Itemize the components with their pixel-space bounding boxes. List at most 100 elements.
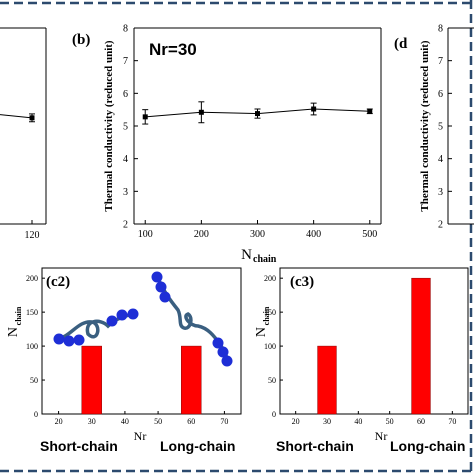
panel-b-annotation: Nr=30: [149, 40, 197, 59]
panel-b: (b) Nr=30 Thermal conductivity (reduced …: [72, 24, 382, 241]
panel-b-point: [367, 108, 373, 114]
panel-c2-ylabel-n: N: [6, 327, 21, 337]
panel-d-label: (d: [394, 36, 408, 52]
panel-a: 120: [0, 27, 47, 241]
panel-c2-y-tick-label: 100: [26, 342, 38, 351]
long-chain-bead: [155, 281, 167, 293]
panel-c3-x-tick-label: 60: [417, 417, 425, 426]
short-chain-bead: [127, 308, 139, 320]
panel-b-y-tick-label: 5: [123, 122, 128, 133]
panel-c2-caption-short: Short-chain: [40, 438, 118, 454]
long-chain-bead: [159, 291, 171, 303]
panel-c3-x-tick-label: 50: [386, 417, 394, 426]
xlabel-chain-subscript: chain: [253, 254, 277, 265]
panel-c3-y-tick-label: 50: [268, 376, 276, 385]
panel-c3-y-tick-label: 150: [264, 308, 276, 317]
panel-c3-x-tick-label: 30: [323, 417, 331, 426]
panel-b-y-tick-label: 8: [123, 24, 128, 35]
panel-c3-y-tick-label: 200: [264, 274, 276, 283]
panel-c2-label: (c2): [46, 274, 70, 290]
panel-b-x-tick-label: 200: [194, 229, 209, 240]
panel-c2: 20 30 40 50 60 70 0 50 100 150 200 (c2) N chain Nr…: [6, 267, 242, 454]
panel-b-ticks: 100 200 300 400 500 2 3 4 5 6 7 8: [123, 24, 377, 241]
panel-c3-caption-long: Long-chain: [390, 438, 465, 454]
panel-b-y-tick-label: 4: [123, 154, 128, 165]
panel-c3: 20 30 40 50 60 70 0 50 100 150 200 (c3) N chain Nr…: [254, 267, 469, 454]
panel-a-point: [29, 115, 35, 121]
panel-d-y-tick-label: 4: [438, 154, 443, 165]
panel-c2-x-tick-label: 30: [88, 417, 96, 426]
long-chain-illustration: [151, 271, 233, 367]
panel-b-x-tick-label: 400: [306, 229, 321, 240]
panel-c2-y-tick-label: 50: [30, 376, 38, 385]
long-chain-bead: [221, 355, 233, 367]
short-chain-illustration: [53, 308, 139, 347]
panel-b-x-tick-label: 100: [138, 229, 153, 240]
long-chain-bead: [217, 346, 229, 358]
short-chain-bead: [106, 315, 118, 327]
panel-c2-ylabel-sub: chain: [14, 306, 23, 325]
panel-b-y-tick-label: 6: [123, 89, 128, 100]
panel-d-y-tick-label: 5: [438, 122, 443, 133]
shared-xlabel: N chain: [241, 247, 277, 265]
panel-c3-caption-short: Short-chain: [276, 438, 354, 454]
panel-d: (d Thermal conductivity (reduced unit) 8…: [394, 24, 474, 231]
panel-d-ylabel: Thermal conductivity (reduced unit): [419, 40, 431, 212]
panel-c2-bars: [81, 345, 202, 415]
panel-c2-bar: [81, 345, 102, 415]
panel-b-point: [198, 109, 204, 115]
panel-c2-y-tick-label: 0: [34, 410, 38, 419]
panel-b-x-tick-label: 500: [362, 229, 377, 240]
panel-b-point: [255, 111, 260, 117]
panel-c2-xlabel: Nr: [134, 429, 147, 443]
panel-c2-axes-box: [41, 267, 242, 415]
panel-c2-y-tick-label: 200: [26, 274, 38, 283]
panel-b-y-tick-label: 7: [123, 56, 128, 67]
panel-c2-x-tick-label: 70: [220, 417, 228, 426]
short-chain-bead: [73, 334, 85, 346]
panel-c2-axes: [41, 267, 242, 415]
panel-c3-bars: [317, 277, 431, 415]
panel-b-y-tick-label: 2: [123, 220, 128, 231]
long-chain-bead: [151, 271, 163, 283]
panel-b-ylabel: Thermal conductivity (reduced unit): [103, 40, 115, 212]
panel-c3-x-tick-label: 20: [292, 417, 300, 426]
short-chain-bead: [63, 335, 75, 347]
panel-c3-xlabel: Nr: [375, 429, 388, 443]
panel-d-y-tick-label: 8: [438, 24, 443, 35]
panel-a-marks: [0, 113, 35, 123]
panel-c3-ylabel-sub: chain: [262, 306, 271, 325]
panel-d-y-tick-label: 2: [438, 220, 443, 231]
panel-b-point: [142, 114, 148, 120]
panel-b-point: [311, 106, 317, 112]
panel-d-y-tick-label: 7: [438, 56, 443, 67]
panel-c2-x-tick-label: 40: [121, 417, 129, 426]
panel-c3-bar: [317, 345, 337, 415]
panel-c3-y-tick-label: 0: [272, 410, 276, 419]
panel-c3-x-tick-label: 70: [448, 417, 456, 426]
short-chain-bead: [53, 333, 65, 345]
panel-d-y-tick-label: 6: [438, 89, 443, 100]
panel-b-marks: [142, 101, 373, 125]
short-chain-bead: [116, 309, 128, 321]
panel-c3-axes: [279, 267, 469, 415]
panel-c2-x-tick-label: 20: [55, 417, 63, 426]
panel-c3-ylabel-n: N: [254, 327, 269, 337]
panel-c2-bar: [181, 345, 202, 415]
panel-c3-bar: [411, 277, 431, 415]
panel-c3-ticks: 20 30 40 50 60 70 0 50 100 150 200: [264, 274, 456, 426]
long-chain-bead: [212, 337, 224, 349]
panel-c3-x-tick-label: 40: [354, 417, 362, 426]
panel-a-axes: [0, 27, 47, 225]
panel-b-y-tick-label: 3: [123, 187, 128, 198]
panel-d-ticks: 8 7 6 5 4 3 2: [438, 24, 452, 231]
panel-b-label: (b): [72, 32, 90, 48]
panel-a-series-line: [0, 114, 33, 119]
xlabel-n: N: [241, 247, 252, 263]
panel-c2-caption-long: Long-chain: [160, 438, 235, 454]
panel-c3-y-tick-label: 100: [264, 342, 276, 351]
panel-c2-ticks: 20 30 40 50 60 70 0 50 100 150 200: [26, 274, 228, 426]
panel-c2-x-tick-label: 50: [154, 417, 162, 426]
panel-c2-x-tick-label: 60: [187, 417, 195, 426]
